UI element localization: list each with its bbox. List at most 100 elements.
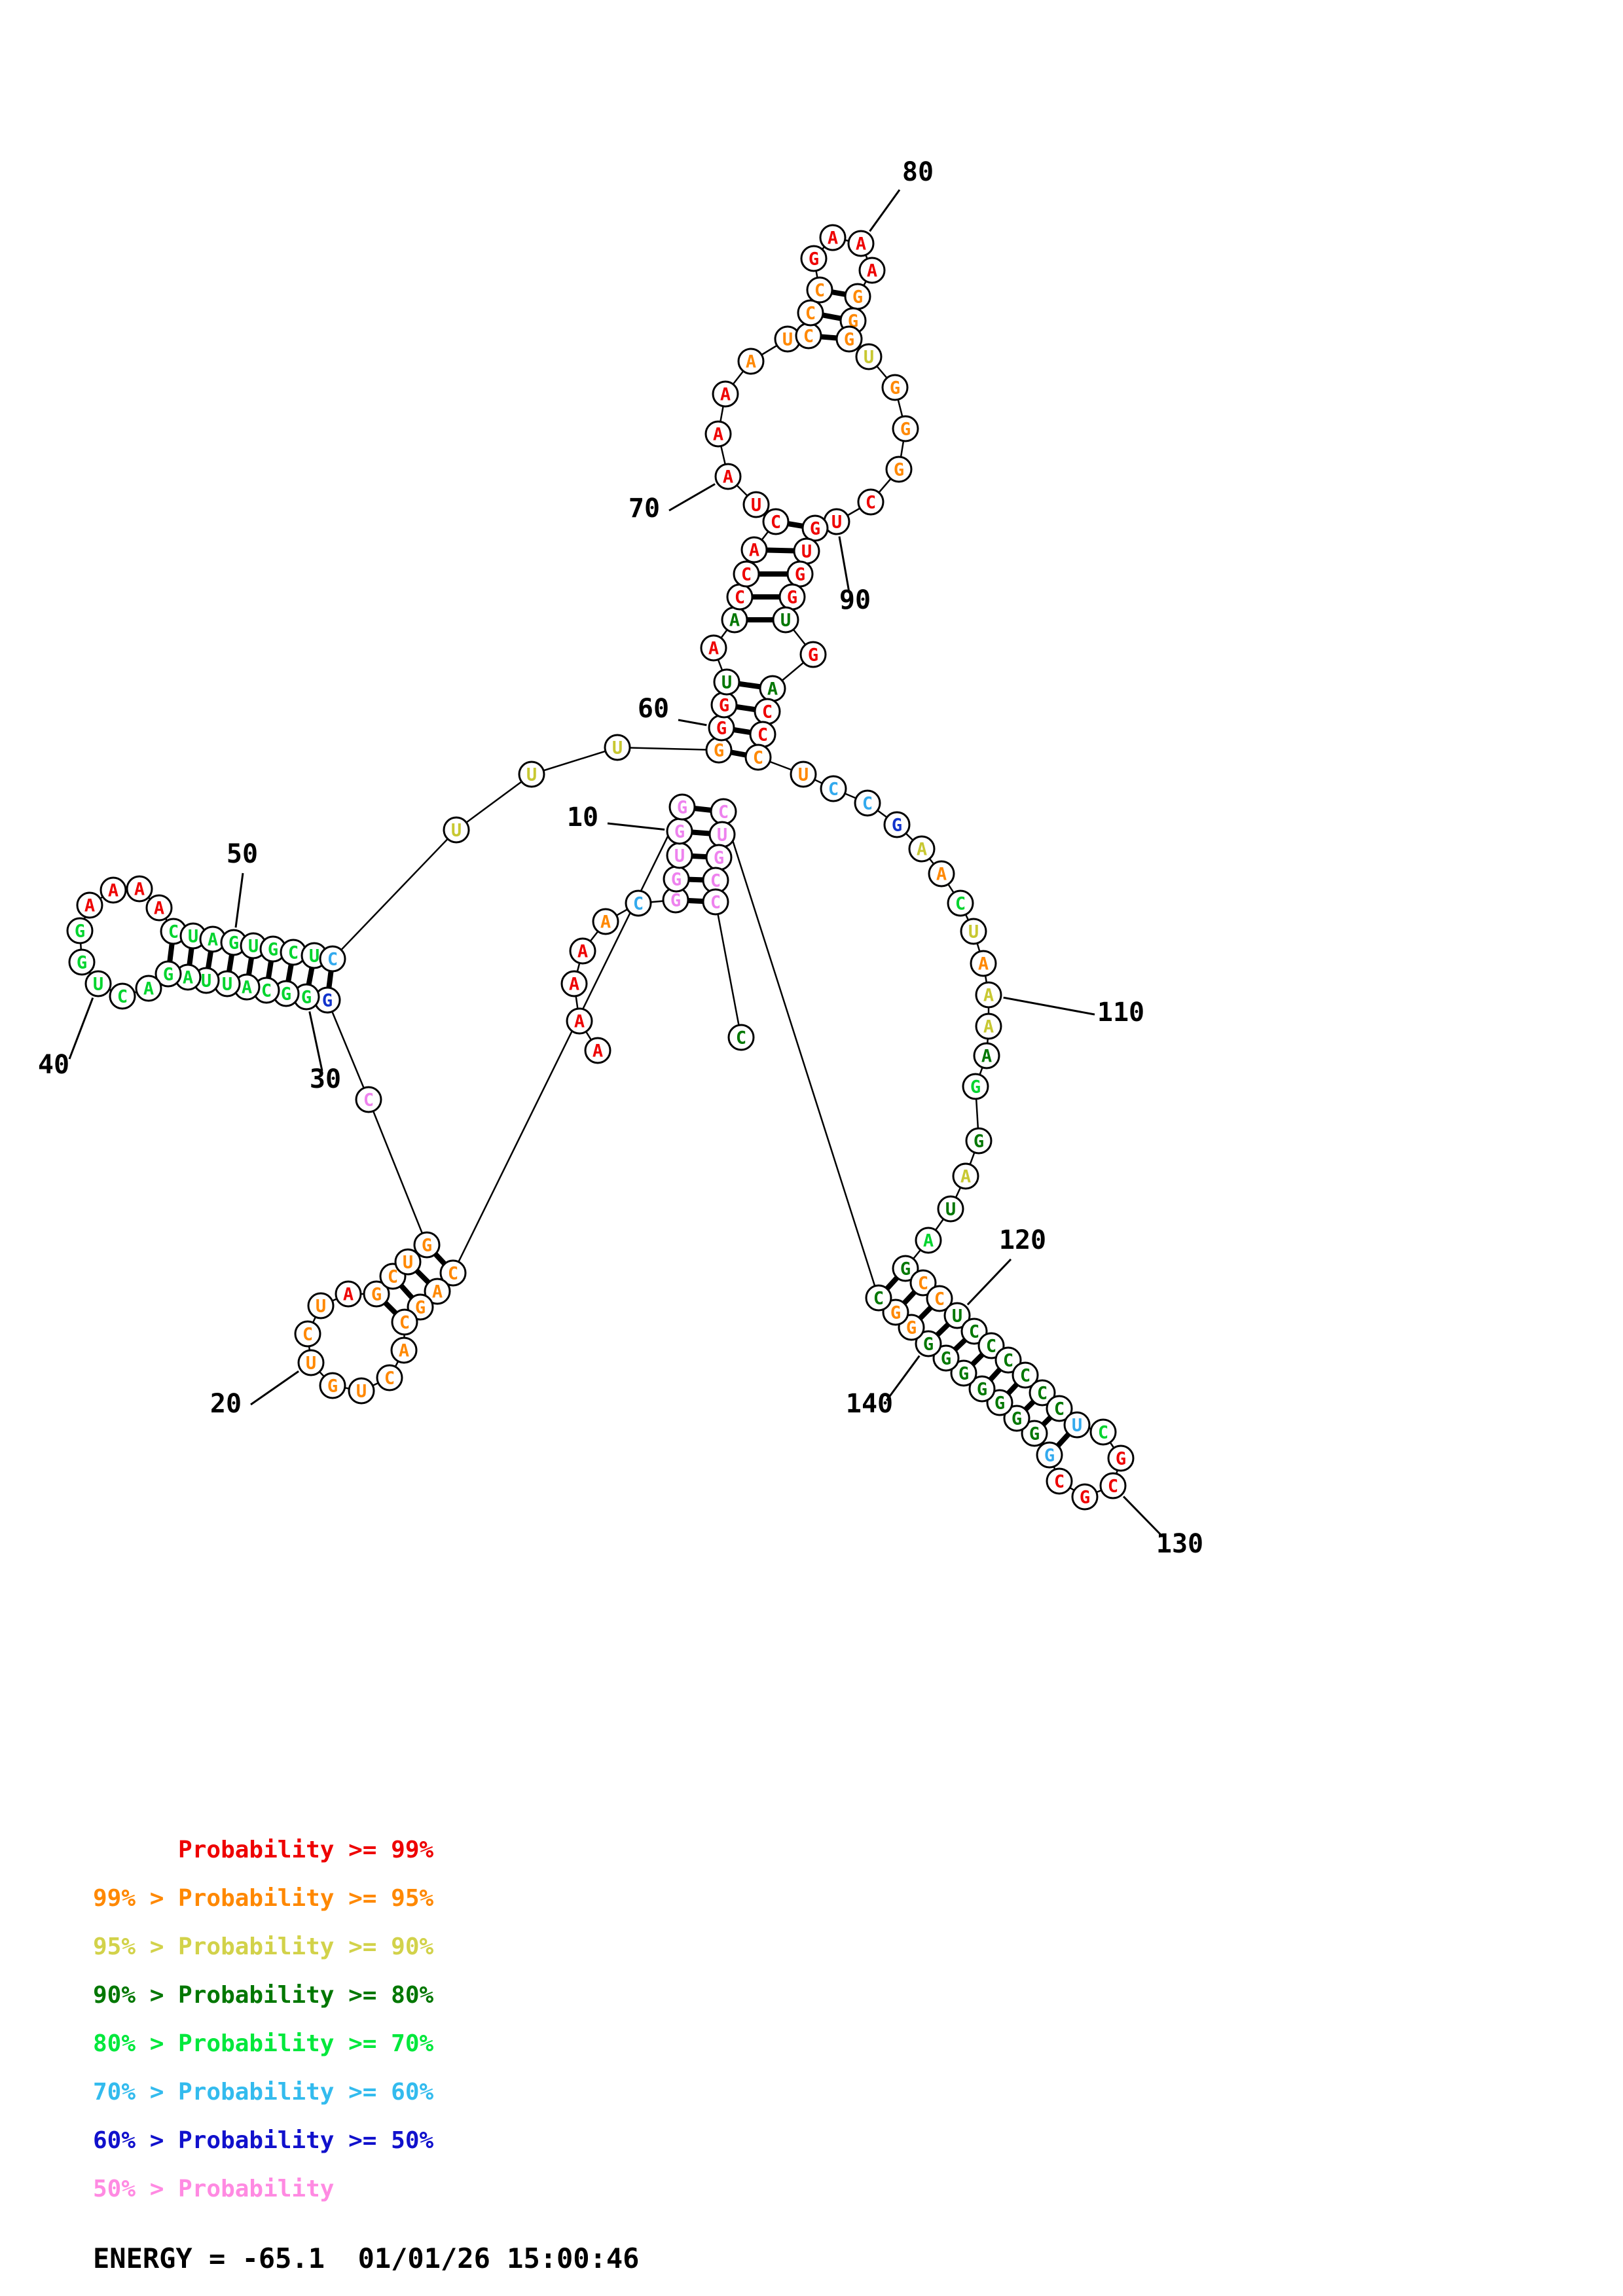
- nucleotide-circle: [704, 420, 732, 448]
- nucleotide-circle: [928, 860, 955, 888]
- nucleotide-letter: A: [867, 261, 877, 281]
- nucleotide-letter: G: [301, 988, 312, 1008]
- nucleotide-letter: C: [261, 981, 272, 1001]
- nucleotide-circle: [882, 1299, 909, 1326]
- nucleotide-circle: [1046, 1467, 1073, 1495]
- legend-item-60: 70% > Probability >= 60%: [93, 2079, 434, 2106]
- position-label-line: [68, 997, 94, 1060]
- nucleotide-circle: [858, 257, 886, 284]
- nucleotide-circle: [335, 1280, 362, 1308]
- nucleotide-circle: [1071, 1483, 1099, 1511]
- nucleotide-circle: [975, 981, 1002, 1009]
- nucleotide-letter: U: [717, 825, 727, 846]
- nucleotide-letter: G: [228, 933, 239, 954]
- nucleotide-letter: G: [900, 420, 911, 440]
- position-label: 30: [310, 1064, 341, 1094]
- nucleotide-letter: G: [970, 1077, 981, 1098]
- nucleotide-letter: C: [741, 565, 752, 585]
- nucleotide-circle: [986, 1389, 1013, 1416]
- nucleotide-circle: [799, 641, 827, 668]
- nucleotide-letter: A: [983, 986, 994, 1006]
- nucleotide-letter: G: [77, 953, 87, 973]
- nucleotide-letter: C: [873, 1289, 884, 1309]
- position-label-line: [668, 483, 716, 512]
- position-label: 90: [839, 585, 871, 615]
- nucleotide-letter: U: [93, 975, 103, 995]
- nucleotide-circle: [806, 276, 833, 304]
- nucleotide-letter: U: [780, 611, 791, 631]
- nucleotide-letter: G: [994, 1393, 1005, 1414]
- nucleotide-letter: G: [322, 991, 333, 1011]
- nucleotide-letter: U: [451, 821, 462, 841]
- nucleotide-letter: G: [808, 645, 818, 666]
- nucleotide-circle: [973, 1042, 1000, 1069]
- nucleotide-circle: [1003, 1405, 1030, 1432]
- nucleotide-circle: [943, 1302, 971, 1329]
- nucleotide-circle: [592, 908, 619, 935]
- legend-item-50: 60% > Probability >= 50%: [93, 2127, 434, 2154]
- nucleotide-letter: C: [1108, 1477, 1118, 1497]
- nucleotide-letter: A: [343, 1285, 354, 1305]
- nucleotide-circle: [937, 1195, 964, 1223]
- nucleotide-letter: A: [569, 975, 579, 995]
- nucleotide-letter: G: [1044, 1446, 1055, 1466]
- nucleotide-letter: C: [934, 1289, 945, 1310]
- nucleotide-letter: C: [168, 922, 179, 942]
- nucleotide-letter: A: [600, 912, 611, 933]
- legend-item-90: 95% > Probability >= 90%: [93, 1933, 434, 1960]
- nucleotide-circle: [819, 224, 847, 251]
- nucleotide-letter: C: [327, 950, 338, 970]
- nucleotide-letter: G: [844, 330, 854, 350]
- nucleotide-letter: G: [75, 922, 85, 942]
- nucleotide-letter: G: [671, 870, 682, 890]
- nucleotide-letter: G: [974, 1132, 984, 1152]
- nucleotide-letter: G: [281, 984, 291, 1005]
- nucleotide-letter: C: [955, 894, 966, 914]
- nucleotide-circle: [733, 560, 760, 588]
- nucleotide-letter: A: [960, 1167, 971, 1187]
- nucleotide-letter: A: [767, 679, 778, 700]
- nucleotide-circle: [801, 514, 829, 542]
- nucleotide-circle: [797, 299, 824, 327]
- nucleotide-letter: G: [163, 965, 173, 985]
- position-label-line: [607, 822, 665, 831]
- position-label: 70: [629, 493, 660, 524]
- nucleotide-letter: G: [714, 848, 724, 869]
- nucleotide-letter: A: [154, 899, 164, 919]
- position-label-line: [838, 536, 850, 593]
- nucleotide-letter: C: [762, 702, 773, 723]
- nucleotide-letter: G: [890, 1303, 901, 1323]
- nucleotide-circle: [424, 1278, 451, 1305]
- nucleotide-letter: C: [969, 1322, 979, 1342]
- position-label-line: [308, 1011, 323, 1071]
- nucleotide-letter: C: [117, 987, 128, 1007]
- nucleotide-circle: [970, 950, 997, 977]
- position-label: 80: [902, 157, 934, 187]
- nucleotide-circle: [965, 1127, 993, 1155]
- nucleotide-letter: G: [894, 460, 904, 480]
- nucleotide-letter: G: [670, 891, 681, 911]
- nucleotide-circle: [319, 945, 346, 973]
- nucleotide-letter: U: [945, 1200, 956, 1220]
- nucleotide-letter: A: [917, 840, 927, 860]
- nucleotide-letter: U: [309, 946, 319, 967]
- nucleotide-letter: A: [923, 1231, 934, 1251]
- nucleotide-circle: [84, 970, 112, 997]
- nucleotide-circle: [625, 889, 652, 917]
- nucleotide-letter: C: [1054, 1472, 1065, 1492]
- nucleotide-circle: [1021, 1420, 1048, 1447]
- nucleotide-circle: [584, 1037, 611, 1064]
- position-label: 50: [227, 839, 258, 869]
- nucleotide-letter: A: [713, 425, 723, 445]
- nucleotide-circle: [145, 894, 173, 922]
- nucleotide-circle: [926, 1285, 953, 1312]
- nucleotide-letter: A: [208, 930, 218, 950]
- nucleotide-circle: [947, 889, 974, 917]
- position-label-line: [966, 1258, 1012, 1306]
- nucleotide-circle: [604, 734, 631, 761]
- nucleotide-letter: A: [981, 1047, 992, 1067]
- nucleotide-letter: G: [1116, 1449, 1126, 1469]
- nucleotide-letter: G: [787, 588, 797, 608]
